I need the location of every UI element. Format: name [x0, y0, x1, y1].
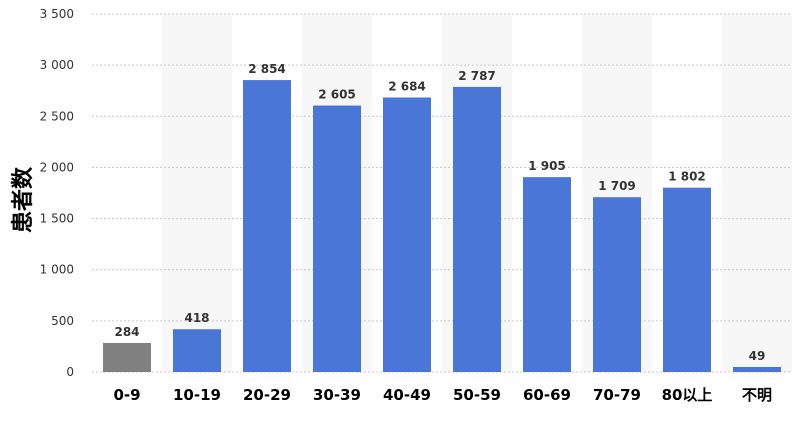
y-tick-label: 3 000: [40, 58, 74, 72]
y-tick-label: 0: [66, 365, 74, 379]
data-label: 284: [114, 325, 139, 339]
x-tick-label: 80以上: [662, 386, 713, 404]
bar: [593, 197, 641, 372]
data-label: 2 787: [458, 69, 496, 83]
bar: [243, 80, 291, 372]
data-label: 49: [749, 349, 766, 363]
x-tick-label: 20-29: [243, 386, 291, 404]
data-label: 1 905: [528, 159, 566, 173]
bar: [523, 177, 571, 372]
x-tick-label: 60-69: [523, 386, 571, 404]
data-label: 2 854: [248, 62, 286, 76]
data-label: 1 802: [668, 170, 706, 184]
data-label: 2 605: [318, 88, 356, 102]
y-tick-label: 500: [51, 314, 74, 328]
y-axis-label: 患者数: [10, 166, 36, 233]
y-tick-label: 2 000: [40, 160, 74, 174]
bar: [103, 342, 151, 372]
bar: [733, 366, 781, 372]
data-label: 2 684: [388, 79, 426, 93]
x-tick-label: 不明: [742, 386, 772, 404]
x-tick-label: 0-9: [113, 386, 140, 404]
y-tick-label: 3 500: [40, 7, 74, 21]
background-band: [722, 14, 792, 372]
data-label: 418: [184, 311, 209, 325]
y-tick-label: 1 500: [40, 212, 74, 226]
x-tick-label: 10-19: [173, 386, 221, 404]
y-tick-label: 1 000: [40, 263, 74, 277]
y-tick-label: 2 500: [40, 109, 74, 123]
background-band: [162, 14, 232, 372]
x-tick-label: 70-79: [593, 386, 641, 404]
bar: [173, 329, 221, 372]
x-tick-label: 40-49: [383, 386, 431, 404]
bar: [383, 97, 431, 372]
bar: [663, 187, 711, 372]
x-tick-label: 50-59: [453, 386, 501, 404]
x-tick-label: 30-39: [313, 386, 361, 404]
bar: [453, 86, 501, 372]
data-label: 1 709: [598, 179, 636, 193]
bar: [313, 105, 361, 372]
